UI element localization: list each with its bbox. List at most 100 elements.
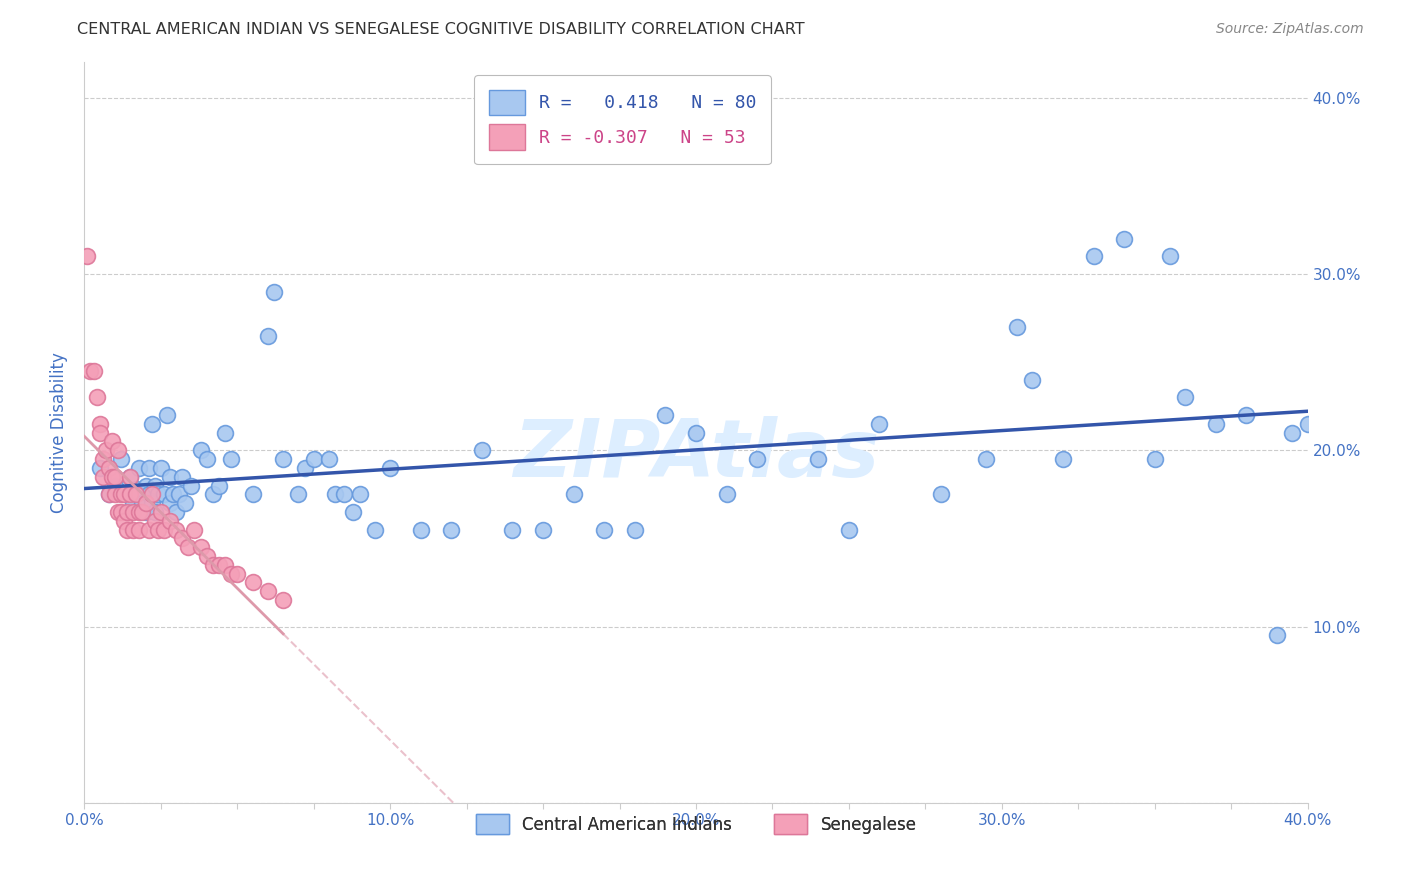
Point — [83, 364, 105, 378]
Point — [1265, 628, 1288, 642]
Point — [120, 487, 142, 501]
Point — [323, 487, 346, 501]
Point — [716, 487, 738, 501]
Point — [1114, 232, 1136, 246]
Point — [1052, 452, 1074, 467]
Point — [172, 532, 194, 546]
Point — [1143, 452, 1166, 467]
Point — [110, 505, 132, 519]
Point — [143, 514, 166, 528]
Point — [342, 505, 364, 519]
Point — [115, 523, 138, 537]
Point — [138, 487, 160, 501]
Point — [104, 469, 127, 483]
Point — [654, 408, 676, 422]
Point — [1021, 373, 1043, 387]
Point — [91, 469, 114, 483]
Point — [120, 469, 142, 483]
Point — [91, 452, 114, 467]
Point — [219, 566, 242, 581]
Point — [177, 540, 200, 554]
Point — [471, 443, 494, 458]
Point — [208, 478, 231, 492]
Point — [131, 496, 153, 510]
Point — [201, 487, 224, 501]
Point — [440, 523, 463, 537]
Point — [167, 487, 190, 501]
Point — [183, 523, 205, 537]
Point — [1205, 417, 1227, 431]
Point — [1083, 249, 1105, 263]
Point — [122, 505, 145, 519]
Point — [364, 523, 387, 537]
Point — [128, 487, 150, 501]
Point — [135, 505, 157, 519]
Point — [1005, 319, 1028, 334]
Point — [159, 469, 181, 483]
Point — [302, 452, 325, 467]
Point — [929, 487, 952, 501]
Point — [89, 425, 111, 440]
Point — [89, 461, 111, 475]
Point — [122, 523, 145, 537]
Point — [97, 461, 120, 475]
Point — [128, 505, 150, 519]
Point — [112, 514, 135, 528]
Point — [141, 487, 163, 501]
Point — [242, 575, 264, 590]
Point — [153, 487, 176, 501]
Legend: Central American Indians, Senegalese: Central American Indians, Senegalese — [467, 805, 925, 843]
Point — [685, 425, 707, 440]
Point — [257, 328, 280, 343]
Point — [165, 523, 187, 537]
Point — [318, 452, 340, 467]
Point — [115, 505, 138, 519]
Point — [146, 523, 169, 537]
Point — [214, 425, 236, 440]
Point — [838, 523, 860, 537]
Point — [593, 523, 616, 537]
Point — [502, 523, 524, 537]
Point — [195, 549, 218, 563]
Point — [156, 408, 179, 422]
Point — [409, 523, 432, 537]
Point — [97, 487, 120, 501]
Point — [257, 584, 280, 599]
Point — [869, 417, 891, 431]
Point — [159, 514, 181, 528]
Point — [125, 482, 148, 496]
Point — [807, 452, 830, 467]
Point — [226, 566, 249, 581]
Point — [128, 461, 150, 475]
Point — [76, 249, 98, 263]
Point — [624, 523, 647, 537]
Point — [201, 558, 224, 572]
Point — [294, 461, 316, 475]
Point — [976, 452, 998, 467]
Point — [531, 523, 554, 537]
Point — [131, 505, 153, 519]
Point — [1236, 408, 1258, 422]
Point — [97, 487, 120, 501]
Y-axis label: Cognitive Disability: Cognitive Disability — [51, 352, 69, 513]
Point — [174, 496, 197, 510]
Point — [125, 487, 148, 501]
Point — [271, 452, 294, 467]
Point — [104, 487, 127, 501]
Point — [242, 487, 264, 501]
Point — [104, 478, 127, 492]
Point — [1281, 425, 1303, 440]
Point — [138, 461, 160, 475]
Point — [94, 443, 117, 458]
Point — [146, 487, 169, 501]
Point — [89, 417, 111, 431]
Point — [195, 452, 218, 467]
Point — [112, 487, 135, 501]
Point — [101, 434, 124, 449]
Point — [162, 487, 184, 501]
Point — [214, 558, 236, 572]
Point — [287, 487, 309, 501]
Point — [149, 461, 172, 475]
Point — [86, 390, 108, 404]
Point — [159, 496, 181, 510]
